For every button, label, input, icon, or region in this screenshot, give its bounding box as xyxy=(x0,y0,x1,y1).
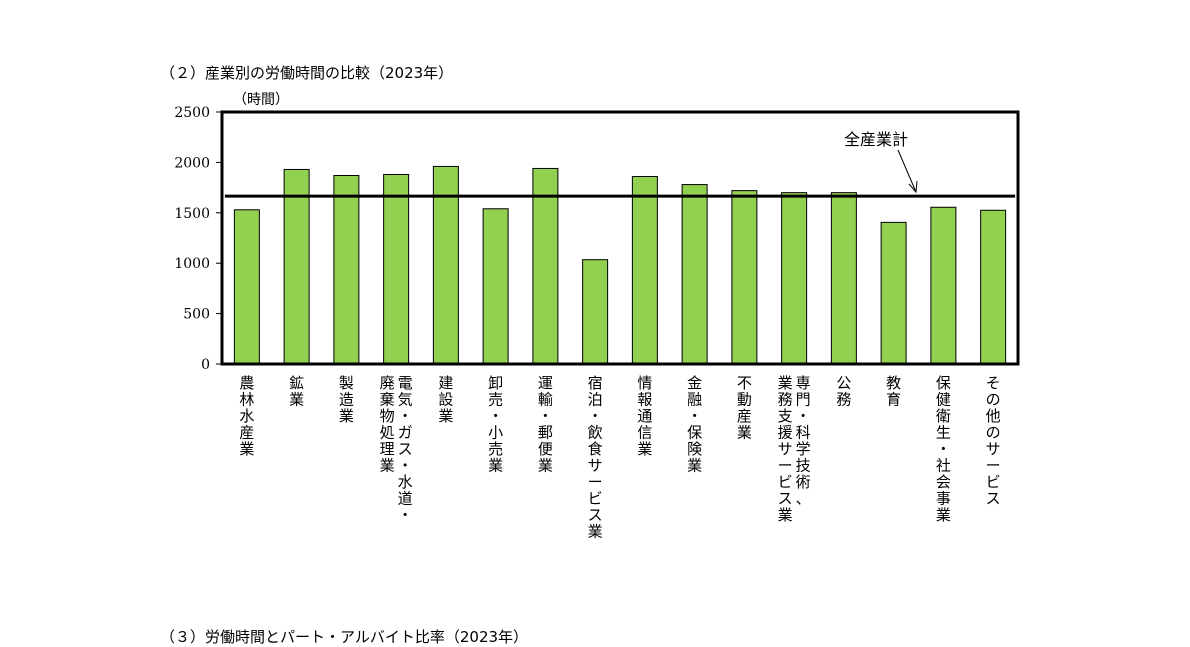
reference-line-arrow xyxy=(897,149,917,193)
bar-chart: 0 500 1000 1500 2000 2500 （時間） 農林水産業 鉱業 製造業 電気・ガ… xyxy=(174,92,1020,541)
bar-11 xyxy=(731,190,758,365)
bar-1 xyxy=(233,209,260,365)
bar-14 xyxy=(880,221,907,365)
bar-6 xyxy=(482,208,509,365)
category-label: 保健衛生・社会事業 xyxy=(936,374,951,524)
category-label: 建設業 xyxy=(438,374,453,425)
y-axis: 0 500 1000 1500 2000 2500 xyxy=(174,105,222,373)
category-label: 公務 xyxy=(836,374,851,409)
y-tick-label: 2500 xyxy=(174,105,210,121)
category-label: 鉱業 xyxy=(289,374,304,409)
bar-2 xyxy=(283,168,310,365)
y-tick-label: 2000 xyxy=(174,155,210,171)
category-label: 製造業 xyxy=(339,374,354,425)
x-axis-category-labels: 農林水産業 鉱業 製造業 電気・ガス・水道・廃棄物処理業 建設業 卸売・小売業 運輸・郵便業… xyxy=(239,374,1000,541)
category-label: 教育 xyxy=(886,374,901,409)
bar-8 xyxy=(582,259,609,365)
bars-layer xyxy=(233,165,1007,365)
category-label: 農林水産業 xyxy=(239,374,254,458)
chart-section-heading: （２）産業別の労働時間の比較（2023年） xyxy=(160,64,454,82)
category-label: 廃棄物処理業 xyxy=(380,374,395,475)
bar-16 xyxy=(980,209,1007,365)
category-label: その他のサービス xyxy=(986,374,1001,508)
bar-4 xyxy=(383,173,410,365)
bar-9 xyxy=(631,176,658,365)
y-tick-label: 1500 xyxy=(174,206,210,222)
bar-10 xyxy=(681,184,708,365)
bar-5 xyxy=(432,165,459,365)
category-label: 業務支援サービス業 xyxy=(778,374,793,524)
bar-13 xyxy=(830,192,857,365)
y-tick-label: 500 xyxy=(183,307,210,323)
category-label: 宿泊・飲食サービス業 xyxy=(588,374,603,541)
y-tick-label: 1000 xyxy=(174,256,210,272)
bar-7 xyxy=(532,167,559,365)
plot-area-frame xyxy=(220,110,1020,366)
y-axis-unit-label: （時間） xyxy=(233,92,289,108)
reference-line-arrowhead xyxy=(908,180,918,194)
y-tick-label: 0 xyxy=(201,357,210,373)
category-label: 運輸・郵便業 xyxy=(538,374,553,475)
category-label: 不動産業 xyxy=(737,374,752,442)
category-label: 専門・科学技術、 xyxy=(796,374,811,508)
next-section-heading: （３）労働時間とパート・アルバイト比率（2023年） xyxy=(160,628,529,646)
category-label: 金融・保険業 xyxy=(687,374,702,475)
category-label: 卸売・小売業 xyxy=(488,374,503,475)
bar-12 xyxy=(781,192,808,365)
category-label: 情報通信業 xyxy=(637,374,652,458)
bar-3 xyxy=(333,175,360,365)
reference-line-label: 全産業計 xyxy=(844,130,908,149)
bar-15 xyxy=(930,206,957,365)
category-label: 電気・ガス・水道・ xyxy=(398,374,413,524)
